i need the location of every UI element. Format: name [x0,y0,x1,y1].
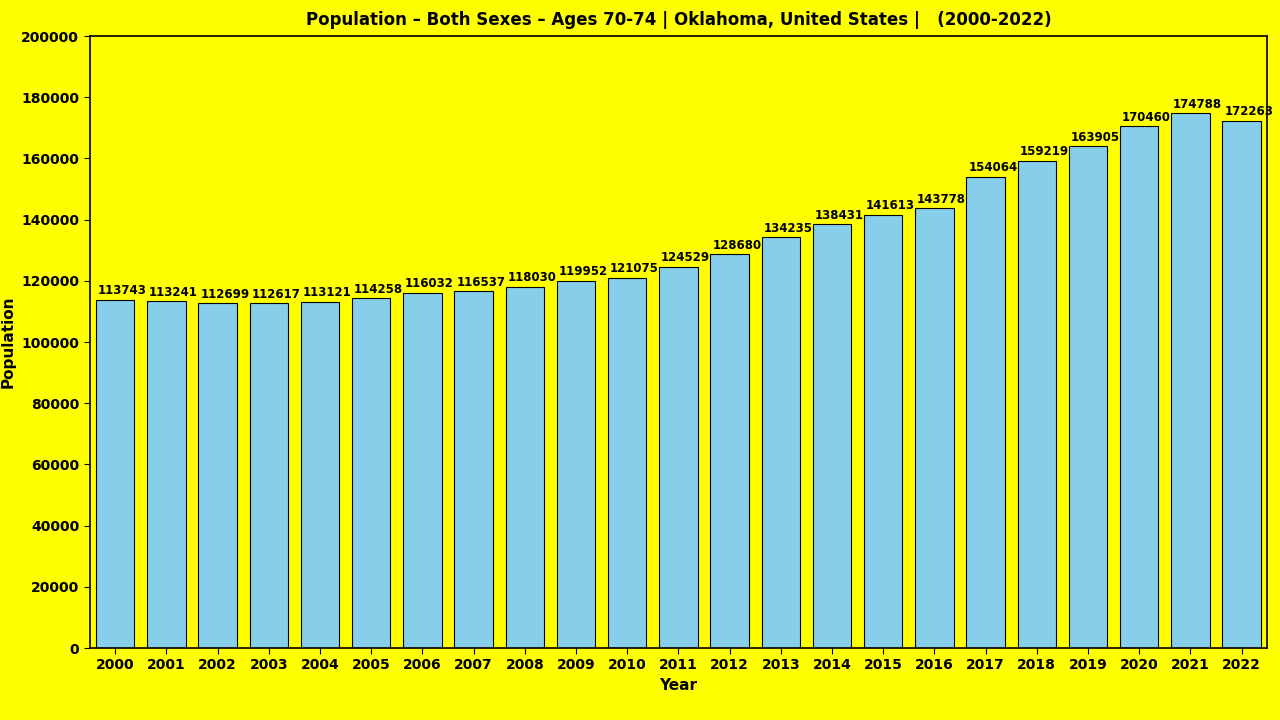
Bar [710,254,749,648]
X-axis label: Year: Year [659,678,698,693]
Bar [1069,146,1107,648]
Bar [454,292,493,648]
Bar [1171,113,1210,648]
Bar [96,300,134,648]
Bar [608,277,646,648]
Bar [813,225,851,648]
Text: 174788: 174788 [1174,98,1222,111]
Text: 143778: 143778 [918,192,966,206]
Text: 119952: 119952 [559,266,608,279]
Y-axis label: Population: Population [0,296,15,388]
Bar [352,298,390,648]
Text: 154064: 154064 [969,161,1018,174]
Title: Population – Both Sexes – Ages 70-74 | Oklahoma, United States |   (2000-2022): Population – Both Sexes – Ages 70-74 | O… [306,11,1051,29]
Bar [557,281,595,648]
Text: 170460: 170460 [1121,111,1171,124]
Bar [1120,127,1158,648]
Text: 124529: 124529 [662,251,710,264]
Text: 116537: 116537 [457,276,506,289]
Text: 138431: 138431 [815,209,864,222]
Text: 116032: 116032 [404,277,454,290]
Bar [659,267,698,648]
Text: 112699: 112699 [201,288,250,301]
Bar [915,208,954,648]
Text: 163905: 163905 [1070,131,1120,144]
Text: 121075: 121075 [611,262,659,275]
Bar [762,238,800,648]
Text: 128680: 128680 [713,239,762,252]
Text: 112617: 112617 [252,288,301,301]
Bar [506,287,544,648]
Bar [1018,161,1056,648]
Bar [147,302,186,648]
Bar [403,293,442,648]
Bar [250,303,288,648]
Text: 113121: 113121 [303,287,352,300]
Text: 134235: 134235 [764,222,813,235]
Bar [1222,121,1261,648]
Bar [966,176,1005,648]
Text: 118030: 118030 [507,271,557,284]
Bar [198,303,237,648]
Bar [864,215,902,648]
Text: 113241: 113241 [148,286,198,299]
Text: 114258: 114258 [353,283,403,296]
Text: 141613: 141613 [867,199,915,212]
Text: 113743: 113743 [99,284,147,297]
Bar [301,302,339,648]
Text: 172263: 172263 [1225,105,1274,118]
Text: 159219: 159219 [1020,145,1069,158]
